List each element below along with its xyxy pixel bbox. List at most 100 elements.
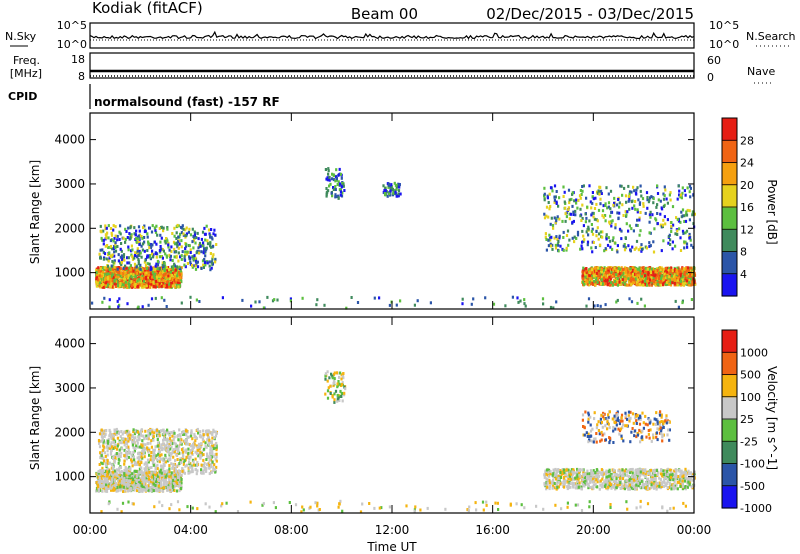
power-scatter-cell [683,246,686,250]
power-scatter-cell [168,270,171,274]
power-scatter-cell [104,227,107,231]
power-scatter-cell [193,264,196,268]
power-scatter-cell [177,240,180,244]
power-scatter-cell [153,226,156,230]
power-scatter-cell [625,213,628,217]
power-scatter-cell [149,285,152,289]
velocity-scatter-cell [137,479,140,482]
velocity-scatter-cell [131,481,134,485]
power-scatter-cell [145,271,148,275]
power-scatter-cell [328,184,331,188]
power-scatter-cell [162,226,165,230]
power-scatter-cell [166,226,169,229]
power-scatter-cell [683,240,686,244]
power-scatter-cell [606,278,609,282]
power-scatter-cell [99,248,102,252]
power-scatter-cell [147,282,150,286]
power-scatter-cell [102,285,105,289]
power-scatter-cell [107,236,110,240]
power-scatter-cell [177,246,180,250]
power-scatter-cell [484,296,487,300]
power-scatter-cell [541,297,545,301]
power-scatter-cell [656,192,660,195]
power-scatter-cell [138,233,142,237]
power-scatter-cell [579,247,582,251]
power-scatter-cell [621,274,624,278]
power-scatter-cell [679,274,682,278]
power-scatter-cell [601,209,605,213]
power-scatter-cell [685,229,689,233]
power-scatter-cell [616,211,619,215]
power-scatter-cell [140,272,143,276]
power-scatter-cell [614,241,617,245]
power-scatter-cell [596,280,599,284]
power-scatter-cell [680,270,683,274]
power-scatter-cell [635,223,638,227]
power-scatter-cell [111,279,114,283]
power-scatter-cell [135,229,138,233]
power-scatter-cell [137,259,140,263]
power-scatter-cell [551,189,554,193]
power-scatter-cell [656,269,659,273]
power-scatter-cell [610,224,613,228]
power-scatter-cell [604,275,607,279]
power-scatter-cell [582,277,585,281]
power-scatter-cell [622,244,625,248]
power-scatter-cell [139,263,142,267]
power-scatter-cell [635,239,639,243]
power-scatter-cell [192,257,196,261]
power-scatter-cell [134,251,137,255]
velocity-scatter-cell [174,483,177,487]
power-scatter-cell [670,274,673,278]
power-scatter-cell [548,207,551,211]
power-scatter-cell [119,267,122,271]
power-scatter-cell [598,232,601,236]
freq-label: Freq. [13,54,40,67]
velocity-scatter-cell [173,489,176,492]
power-scatter-cell [671,272,674,276]
power-scatter-cell [332,174,335,178]
power-scatter-cell [131,255,134,259]
power-scatter-cell [164,267,167,271]
power-scatter-cell [395,194,398,198]
power-scatter-cell [624,277,627,281]
power-scatter-cell [620,237,623,241]
power-scatter-cell [671,205,675,209]
velocity-scatter-cell [107,484,110,488]
power-scatter-cell [606,271,609,275]
power-scatter-cell [101,266,104,270]
power-scatter-cell [571,192,574,196]
power-scatter-cell [153,240,156,244]
velocity-scatter-cell [121,484,124,488]
power-scatter-cell [113,245,116,249]
power-scatter-cell [342,184,345,188]
velocity-scatter-cell [179,478,182,482]
power-scatter-cell [565,246,568,250]
power-scatter-cell [622,272,625,275]
velocity-scatter-cell [120,470,123,473]
power-scatter-cell [668,275,671,279]
power-scatter-cell [160,267,163,271]
power-scatter-cell [663,194,666,198]
power-scatter-cell [593,304,596,308]
velocity-scatter-cell [164,472,167,476]
power-scatter-cell [104,233,107,237]
power-scatter-cell [621,267,624,271]
power-scatter-cell [586,282,589,286]
power-scatter-cell [114,242,117,246]
power-scatter-cell [154,296,157,300]
power-scatter-cell [630,190,633,194]
power-scatter-cell [686,208,689,212]
power-scatter-cell [585,304,588,308]
power-scatter-cell [616,298,619,302]
velocity-scatter-cell [176,484,179,488]
power-scatter-cell [615,300,618,304]
velocity-scatter-cell [173,471,176,475]
power-scatter-cell [143,267,146,271]
power-scatter-cell [153,277,157,281]
power-scatter-cell [178,265,181,269]
power-scatter-cell [130,280,133,284]
power-scatter-cell [686,245,689,249]
power-scatter-cell [688,269,692,273]
